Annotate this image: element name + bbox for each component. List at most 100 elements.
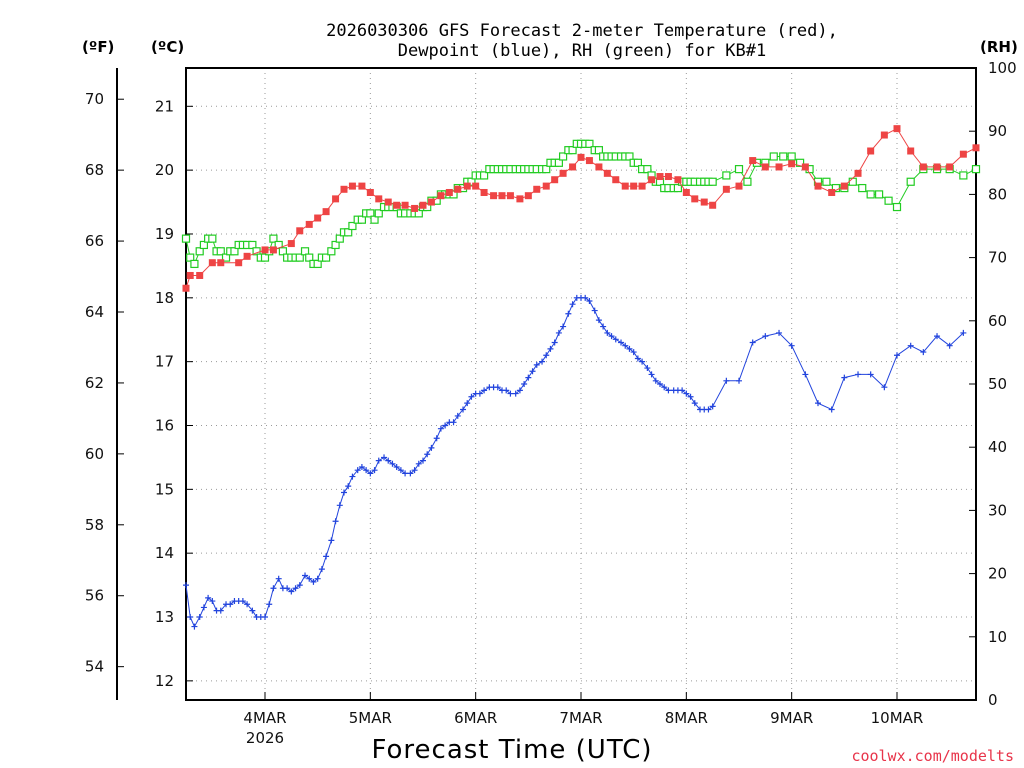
temperature-point [577, 153, 585, 161]
dewpoint-point [622, 342, 629, 349]
dewpoint-point [196, 614, 203, 621]
temperature-point [305, 220, 313, 228]
dewpoint-point [200, 604, 207, 611]
temperature-point [463, 182, 471, 190]
temperature-point [411, 204, 419, 212]
rh-point [594, 146, 604, 155]
temperature-point [612, 176, 620, 184]
dewpoint-point [551, 339, 558, 346]
temperature-point [709, 201, 717, 209]
dewpoint-point [841, 374, 848, 381]
time-tick-label: 7MAR [559, 709, 602, 727]
rh-tick-label: 70 [988, 249, 1007, 267]
fahrenheit-tick-label: 56 [85, 587, 104, 605]
rh-point [374, 209, 383, 218]
dewpoint-point [503, 387, 510, 394]
temperature-point [322, 208, 330, 216]
dewpoint-point [428, 444, 435, 451]
dewpoint-point [249, 607, 256, 614]
rh-point [199, 240, 209, 250]
dewpoint-point [749, 339, 756, 346]
dewpoint-point [363, 467, 370, 474]
rh-tick-label: 20 [988, 565, 1007, 583]
gridlines [186, 68, 976, 700]
fahrenheit-tick-label: 60 [85, 445, 104, 463]
temperature-point [559, 169, 567, 177]
rh-point [906, 177, 915, 186]
dewpoint-point [867, 371, 874, 378]
credit-link[interactable]: coolwx.com/modelts [851, 747, 1014, 765]
dewpoint-point [521, 381, 528, 387]
dewpoint-point [310, 578, 317, 585]
temperature-point [722, 185, 730, 193]
temperature-point [472, 182, 480, 190]
fahrenheit-tick-label: 54 [85, 658, 104, 676]
temperature-point [269, 246, 277, 254]
dewpoint-point [314, 575, 321, 582]
dewpoint-point [776, 329, 783, 336]
dewpoint-point [476, 390, 483, 397]
dewpoint-point [815, 400, 821, 407]
rh-point [568, 146, 577, 155]
fahrenheit-tick-label: 68 [85, 161, 104, 179]
temperature-point [656, 173, 664, 181]
temperature-point [296, 227, 304, 235]
dewpoint-point [336, 502, 343, 509]
dewpoint-point [393, 463, 400, 470]
dewpoint-line [185, 297, 964, 628]
rh-point [221, 253, 231, 262]
rh-point [585, 139, 594, 148]
dewpoint-point [424, 451, 431, 458]
rh-point [643, 165, 652, 174]
rh-point [673, 183, 683, 193]
temperature-point [419, 201, 427, 209]
temperature-point [375, 195, 383, 203]
temperature-point [314, 214, 322, 222]
dewpoint-point [407, 470, 414, 477]
temperature-point [454, 185, 462, 193]
dewpoint-point [907, 342, 914, 349]
celsius-unit-label: (ºC) [151, 38, 184, 56]
rh-point [874, 190, 884, 199]
dewpoint-point [648, 371, 655, 378]
dewpoint-point [481, 387, 488, 394]
rh-tick-label: 50 [988, 375, 1007, 393]
rh-point [300, 247, 310, 256]
dewpoint-point [227, 601, 234, 608]
dewpoint-point [723, 377, 730, 384]
rh-tick-label: 30 [988, 501, 1007, 519]
temperature-point [814, 182, 822, 190]
temperature-point [243, 252, 251, 260]
rh-point [558, 152, 568, 161]
dewpoint-point [547, 345, 554, 352]
dewpoint-point [920, 349, 927, 356]
fahrenheit-tick-label: 64 [85, 303, 104, 321]
dewpoint-point [652, 377, 659, 384]
dewpoint-point [262, 614, 268, 621]
temperature-point [480, 188, 488, 196]
rh-point [787, 152, 796, 161]
dewpoint-point [661, 384, 668, 391]
rh-point [554, 158, 563, 167]
dewpoint-point [302, 572, 309, 579]
dewpoint-point [555, 329, 562, 336]
dewpoint-point [881, 384, 888, 391]
rh-axis: 0 10 20 30 40 50 60 70 80 90 100 [969, 59, 1017, 709]
rh-tick-label: 40 [988, 438, 1007, 456]
rh-tick-label: 10 [988, 628, 1007, 646]
celsius-tick-label: 21 [155, 97, 174, 115]
temperature-point [648, 176, 656, 184]
dewpoint-point [205, 594, 212, 601]
dewpoint-point [608, 333, 615, 340]
temperature-point [401, 201, 409, 209]
rh-point [479, 171, 489, 180]
dewpoint-point [183, 582, 189, 589]
dewpoint-point [284, 585, 291, 592]
temperature-point [972, 144, 980, 152]
temperature-point [735, 182, 743, 190]
rh-point [181, 234, 191, 243]
temperature-point [749, 157, 757, 165]
temperature-point [788, 160, 796, 168]
temperature-point [674, 176, 682, 184]
